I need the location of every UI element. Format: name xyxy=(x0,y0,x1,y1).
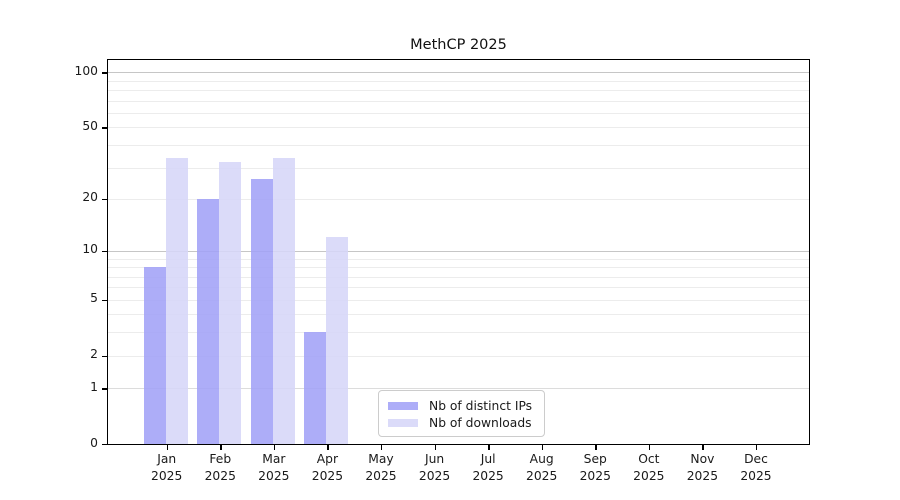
y-tick-5 xyxy=(102,299,107,302)
y-tick-label-5: 5 xyxy=(90,291,98,306)
x-tick-label-dec: Dec 2025 xyxy=(740,452,772,483)
bar-distinct-ips-mar xyxy=(250,178,273,444)
gridline-3 xyxy=(108,332,809,334)
gridline-50 xyxy=(108,127,809,129)
legend-entry-distinct-ips: Nb of distinct IPs xyxy=(388,397,535,414)
y-tick-20 xyxy=(102,198,107,201)
bar-downloads-mar xyxy=(272,157,295,444)
x-tick-label-apr: Apr 2025 xyxy=(311,452,344,483)
x-tick-feb xyxy=(220,445,222,450)
x-tick-label-jun: Jun 2025 xyxy=(418,452,451,483)
x-tick-label-aug: Aug 2025 xyxy=(526,452,558,483)
x-tick-label-oct: Oct 2025 xyxy=(633,452,665,483)
gridline-4 xyxy=(108,314,809,316)
gridline-1 xyxy=(108,388,809,390)
gridline-70 xyxy=(108,100,809,102)
gridline-60 xyxy=(108,112,809,114)
gridline-6 xyxy=(108,287,809,289)
y-tick-2 xyxy=(102,355,107,357)
bar-downloads-jan xyxy=(165,157,188,444)
legend-entry-downloads: Nb of downloads xyxy=(388,414,535,431)
x-tick-jun xyxy=(434,445,436,450)
legend: Nb of distinct IPs Nb of downloads xyxy=(378,390,545,437)
chart-title: MethCP 2025 xyxy=(410,37,507,53)
y-tick-label-10: 10 xyxy=(82,242,98,257)
gridline-80 xyxy=(108,90,809,92)
x-tick-aug xyxy=(541,445,544,450)
x-tick-label-feb: Feb 2025 xyxy=(204,452,236,483)
gridline-90 xyxy=(108,80,809,82)
gridline-10 xyxy=(108,250,809,252)
y-tick-label-0: 0 xyxy=(90,435,98,450)
y-tick-100 xyxy=(102,72,107,74)
y-tick-label-2: 2 xyxy=(90,347,98,362)
gridline-100 xyxy=(108,72,809,74)
y-tick-label-100: 100 xyxy=(74,63,98,78)
bar-downloads-apr xyxy=(326,237,349,444)
legend-label-distinct-ips: Nb of distinct IPs xyxy=(429,398,533,413)
x-tick-label-nov: Nov 2025 xyxy=(686,452,719,483)
x-tick-label-jul: Jul 2025 xyxy=(472,452,504,483)
gridline-9 xyxy=(108,258,809,260)
bar-distinct-ips-jan xyxy=(143,267,166,444)
x-tick-oct xyxy=(648,445,651,450)
legend-swatch-distinct-ips xyxy=(388,401,418,410)
gridline-8 xyxy=(108,267,809,269)
y-tick-50 xyxy=(102,127,107,129)
x-tick-jul xyxy=(488,445,490,450)
x-tick-mar xyxy=(273,445,276,450)
gridline-40 xyxy=(108,144,809,146)
y-tick-1 xyxy=(102,388,107,390)
x-tick-nov xyxy=(702,445,704,450)
gridline-5 xyxy=(108,299,809,301)
gridline-20 xyxy=(108,198,809,200)
legend-swatch-downloads xyxy=(388,418,418,427)
legend-label-downloads: Nb of downloads xyxy=(429,415,532,430)
y-tick-0 xyxy=(102,444,107,446)
bar-downloads-feb xyxy=(219,162,242,444)
x-tick-label-sep: Sep 2025 xyxy=(579,452,611,483)
bar-distinct-ips-apr xyxy=(304,332,327,444)
y-tick-label-50: 50 xyxy=(82,118,98,133)
x-tick-label-may: May 2025 xyxy=(365,452,397,483)
y-tick-10 xyxy=(102,250,107,253)
gridline-2 xyxy=(108,355,809,357)
y-tick-label-1: 1 xyxy=(90,379,98,394)
gridline-7 xyxy=(108,276,809,278)
x-tick-apr xyxy=(327,445,329,450)
x-tick-dec xyxy=(755,445,758,450)
x-tick-may xyxy=(380,445,383,450)
y-tick-label-20: 20 xyxy=(82,190,98,205)
x-tick-jan xyxy=(166,445,169,450)
x-tick-label-jan: Jan 2025 xyxy=(151,452,183,483)
x-tick-sep xyxy=(595,445,597,450)
bar-distinct-ips-feb xyxy=(197,198,220,444)
x-tick-label-mar: Mar 2025 xyxy=(258,452,290,483)
gridline-30 xyxy=(108,167,809,169)
